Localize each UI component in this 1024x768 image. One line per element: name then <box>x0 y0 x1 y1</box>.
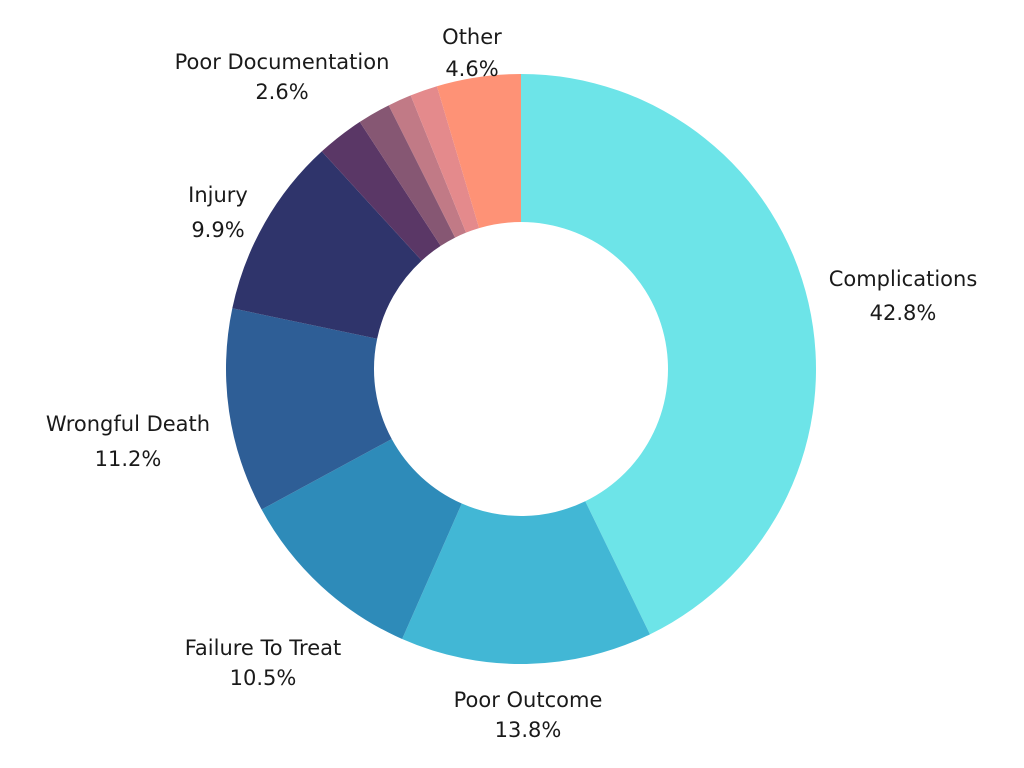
slice-value-other: 4.6% <box>445 57 498 81</box>
slice-wrongful-death <box>225 308 392 510</box>
slice-unlabeled-6 <box>359 105 456 246</box>
slice-injury <box>232 151 422 339</box>
slice-label-poor-outcome: Poor Outcome <box>454 688 603 712</box>
slice-value-poor-outcome: 13.8% <box>495 718 562 742</box>
slice-label-poor-documentation: Poor Documentation <box>175 50 390 74</box>
slice-unlabeled-7 <box>388 95 467 238</box>
slice-label-failure-to-treat: Failure To Treat <box>185 636 342 660</box>
slice-value-complications: 42.8% <box>870 301 937 325</box>
slice-value-injury: 9.9% <box>191 218 244 242</box>
slice-failure-to-treat <box>261 439 462 639</box>
slice-label-injury: Injury <box>188 183 248 207</box>
slice-label-complications: Complications <box>829 267 978 291</box>
slice-value-failure-to-treat: 10.5% <box>230 666 297 690</box>
slice-poor-outcome <box>402 501 650 664</box>
slice-unlabeled-8 <box>410 86 480 233</box>
slice-label-wrongful-death: Wrongful Death <box>46 412 210 436</box>
slice-poor-documentation <box>321 121 441 261</box>
slice-value-wrongful-death: 11.2% <box>95 447 162 471</box>
slice-complications <box>521 74 816 635</box>
slice-labels: Complications 42.8% Poor Outcome 13.8% Failu… <box>46 25 977 742</box>
slice-value-poor-documentation: 2.6% <box>255 80 308 104</box>
slice-other <box>436 74 521 229</box>
slice-label-other: Other <box>442 25 502 49</box>
slices <box>225 74 816 664</box>
